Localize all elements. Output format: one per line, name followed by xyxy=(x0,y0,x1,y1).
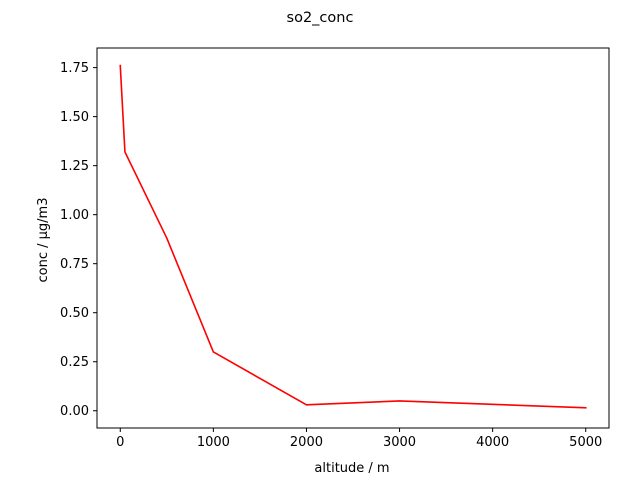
y-tick-label: 0.25 xyxy=(60,355,89,370)
x-tick-label: 1000 xyxy=(197,435,230,450)
x-tick-label: 4000 xyxy=(476,435,509,450)
y-tick-label: 0.00 xyxy=(60,404,89,419)
series-line-0 xyxy=(119,64,587,409)
y-tick-label: 1.25 xyxy=(60,159,89,174)
x-tick-label: 0 xyxy=(116,435,124,450)
x-axis-title: altitude / m xyxy=(314,461,389,476)
x-tick-label: 5000 xyxy=(569,435,602,450)
x-tick-label: 3000 xyxy=(383,435,416,450)
y-tick-label: 0.50 xyxy=(60,306,89,321)
y-tick-label: 1.50 xyxy=(60,110,89,125)
chart-title: so2_conc xyxy=(287,10,354,26)
x-tick-label: 2000 xyxy=(290,435,323,450)
y-tick-label: 1.00 xyxy=(60,208,89,223)
plot-frame xyxy=(96,47,610,429)
plot-area: 0 1000 2000 3000 4000 5000 0.00 0.25 0.50 0.75 1.0… xyxy=(60,47,610,450)
y-tick-label: 1.75 xyxy=(60,61,89,76)
y-axis-title: conc / µg/m3 xyxy=(36,198,51,283)
y-tick-label: 0.75 xyxy=(60,257,89,272)
